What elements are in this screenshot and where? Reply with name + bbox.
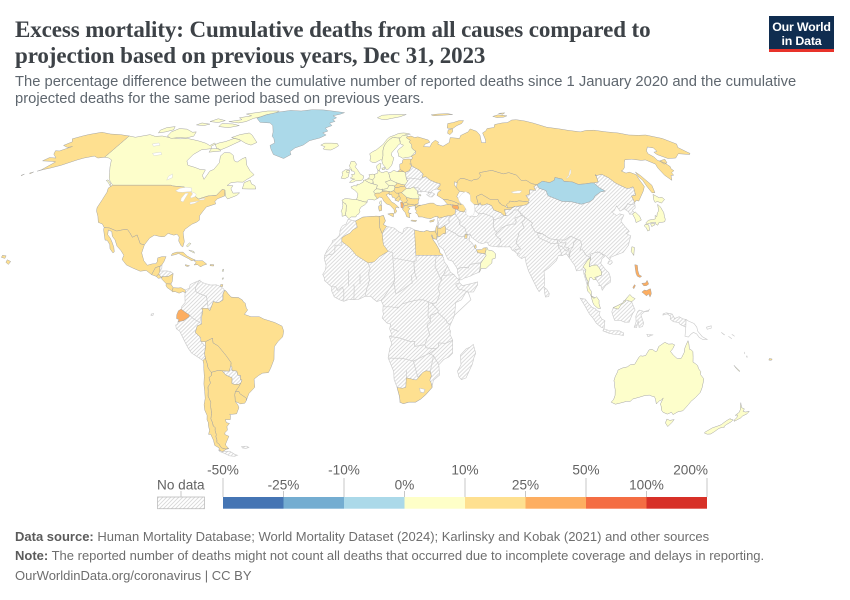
svg-text:50%: 50% <box>572 463 599 478</box>
svg-text:200%: 200% <box>673 463 708 478</box>
svg-text:0%: 0% <box>395 478 415 493</box>
svg-text:100%: 100% <box>629 478 664 493</box>
svg-text:-10%: -10% <box>328 463 360 478</box>
svg-text:No data: No data <box>157 478 205 493</box>
svg-text:25%: 25% <box>512 478 539 493</box>
svg-text:10%: 10% <box>451 463 478 478</box>
svg-text:-25%: -25% <box>268 478 300 493</box>
svg-text:-50%: -50% <box>207 463 239 478</box>
